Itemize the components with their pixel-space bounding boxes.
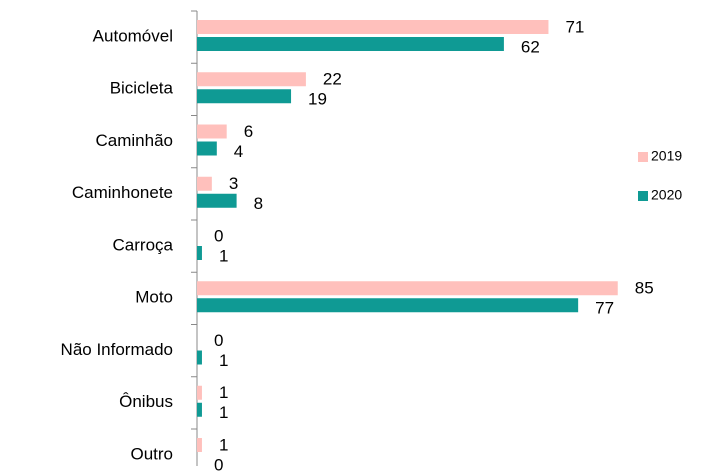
value-label: 3	[229, 174, 238, 193]
bar	[197, 89, 292, 104]
value-label: 19	[308, 90, 327, 109]
bar	[197, 141, 217, 156]
value-label: 1	[219, 383, 228, 402]
bar	[197, 298, 579, 313]
category-label: Caminhão	[96, 131, 174, 150]
category-label: Caminhonete	[72, 183, 173, 202]
bar	[197, 193, 237, 208]
bar	[197, 281, 618, 296]
category-label: Moto	[135, 288, 173, 307]
value-label: 1	[219, 351, 228, 370]
value-label: 0	[214, 226, 223, 245]
bar	[197, 124, 227, 139]
legend-swatch	[638, 191, 648, 201]
value-label: 8	[254, 194, 263, 213]
bar	[197, 438, 202, 452]
value-label: 71	[565, 17, 584, 36]
legend-label: 2019	[651, 148, 682, 164]
value-label: 4	[234, 142, 243, 161]
legend-label: 2020	[651, 187, 682, 203]
bar	[197, 402, 202, 417]
value-label: 1	[219, 435, 228, 454]
category-label: Bicicleta	[110, 79, 174, 98]
category-label: Outro	[130, 444, 173, 463]
value-label: 0	[214, 331, 223, 350]
value-label: 1	[219, 403, 228, 422]
bar	[197, 385, 202, 400]
bar	[197, 20, 549, 34]
bar	[197, 176, 212, 191]
category-label: Carroça	[113, 235, 174, 254]
category-label: Automóvel	[93, 26, 173, 45]
value-label: 22	[323, 70, 342, 89]
value-label: 85	[635, 279, 654, 298]
bar	[197, 350, 202, 365]
value-label: 6	[244, 122, 253, 141]
bar	[197, 246, 202, 260]
value-label: 0	[214, 455, 223, 474]
value-label: 77	[595, 299, 614, 318]
category-label: Ônibus	[119, 392, 173, 411]
bar	[197, 72, 306, 87]
bar	[197, 37, 504, 51]
legend-swatch	[638, 152, 648, 162]
category-label: Não Informado	[61, 340, 173, 359]
value-label: 62	[521, 37, 540, 56]
value-label: 1	[219, 246, 228, 265]
